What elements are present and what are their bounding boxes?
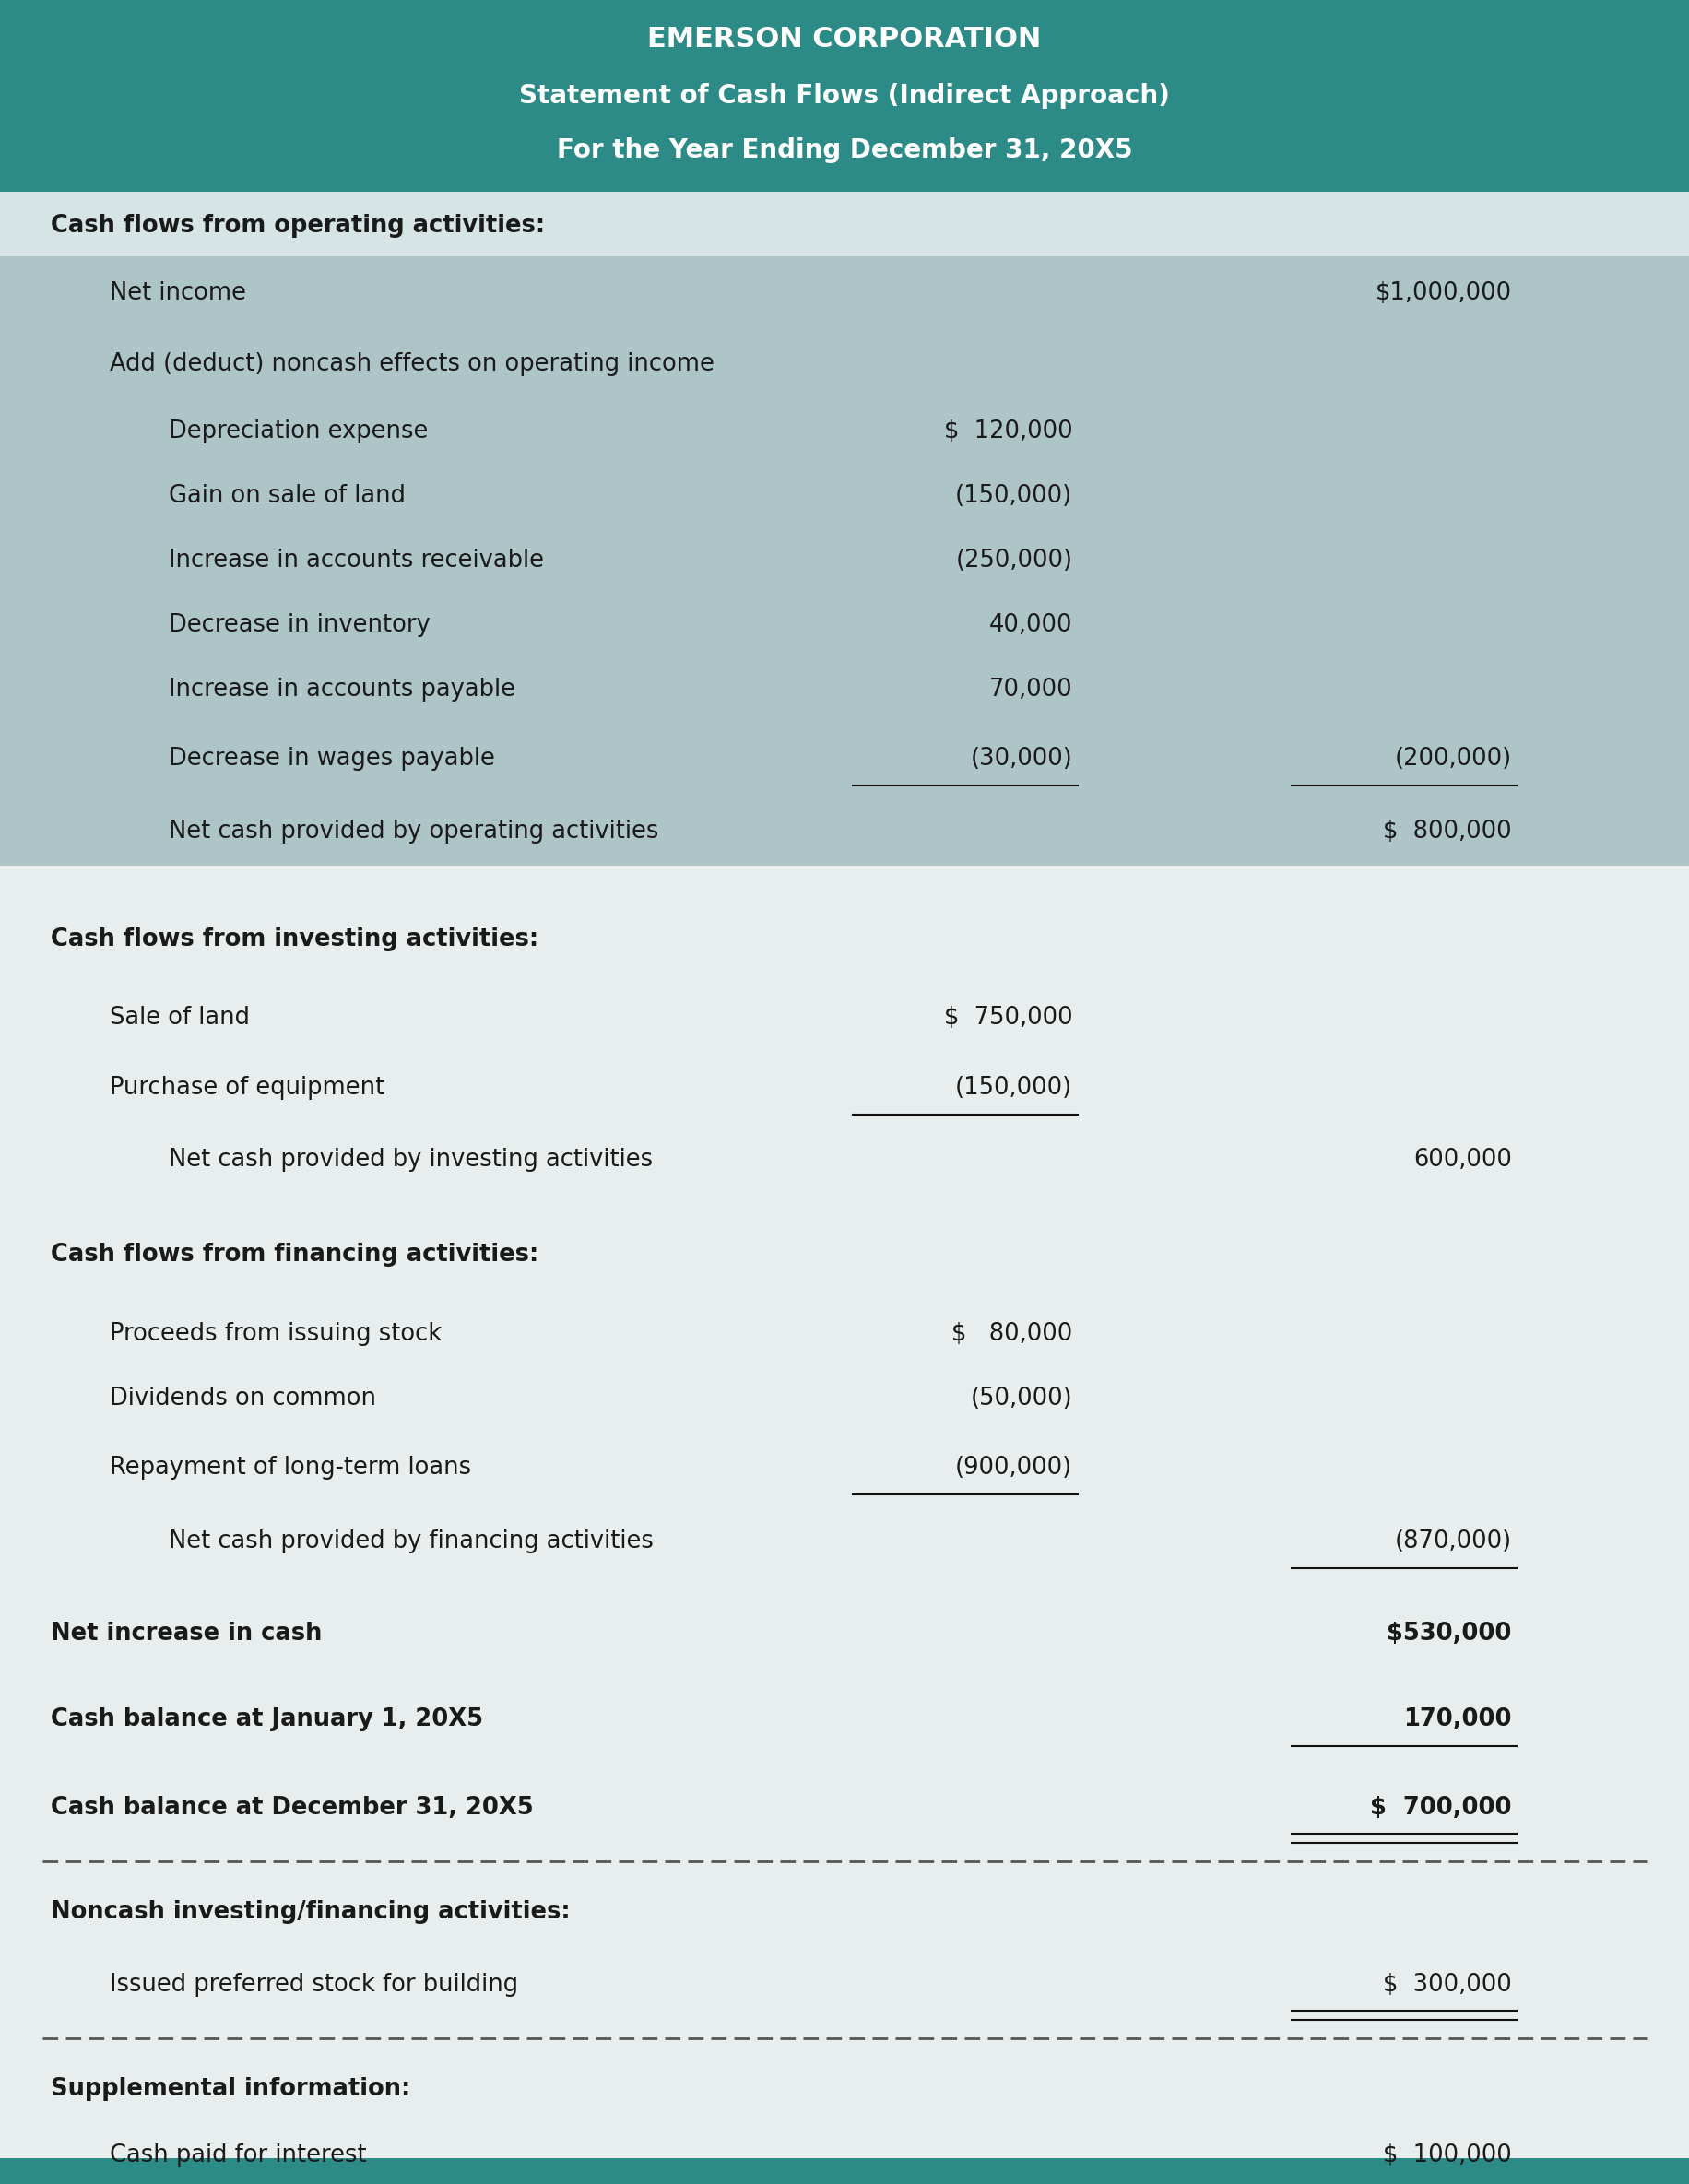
Text: EMERSON CORPORATION: EMERSON CORPORATION xyxy=(647,26,1042,52)
Text: Depreciation expense: Depreciation expense xyxy=(169,419,429,443)
FancyBboxPatch shape xyxy=(0,1428,1689,1503)
Text: (50,000): (50,000) xyxy=(971,1387,1073,1411)
Text: $  750,000: $ 750,000 xyxy=(944,1007,1073,1031)
FancyBboxPatch shape xyxy=(0,1669,1689,1679)
Text: Net cash provided by financing activities: Net cash provided by financing activitie… xyxy=(169,1529,654,1553)
FancyBboxPatch shape xyxy=(0,463,1689,526)
Text: Cash paid for interest: Cash paid for interest xyxy=(110,2143,367,2167)
FancyBboxPatch shape xyxy=(0,904,1689,972)
Text: Issued preferred stock for building: Issued preferred stock for building xyxy=(110,1972,519,1996)
FancyBboxPatch shape xyxy=(0,0,1689,192)
Text: $530,000: $530,000 xyxy=(1387,1621,1512,1645)
Text: 170,000: 170,000 xyxy=(1404,1708,1512,1732)
FancyBboxPatch shape xyxy=(0,328,1689,397)
Text: 70,000: 70,000 xyxy=(990,677,1073,701)
Text: Decrease in inventory: Decrease in inventory xyxy=(169,614,431,638)
Text: $   80,000: $ 80,000 xyxy=(951,1321,1073,1345)
Text: Statement of Cash Flows (Indirect Approach): Statement of Cash Flows (Indirect Approa… xyxy=(519,83,1170,109)
FancyBboxPatch shape xyxy=(0,795,1689,865)
FancyBboxPatch shape xyxy=(0,1221,1689,1286)
Text: (200,000): (200,000) xyxy=(1395,747,1512,771)
Text: (250,000): (250,000) xyxy=(956,548,1073,572)
Text: Cash balance at December 31, 20X5: Cash balance at December 31, 20X5 xyxy=(51,1795,534,1819)
Text: $  100,000: $ 100,000 xyxy=(1383,2143,1512,2167)
Text: Net cash provided by investing activities: Net cash provided by investing activitie… xyxy=(169,1149,654,1173)
FancyBboxPatch shape xyxy=(0,2022,1689,2055)
Text: Add (deduct) noncash effects on operating income: Add (deduct) noncash effects on operatin… xyxy=(110,352,714,376)
Text: Cash balance at January 1, 20X5: Cash balance at January 1, 20X5 xyxy=(51,1708,483,1732)
Text: For the Year Ending December 31, 20X5: For the Year Ending December 31, 20X5 xyxy=(557,138,1132,164)
FancyBboxPatch shape xyxy=(0,985,1689,1048)
FancyBboxPatch shape xyxy=(0,592,1689,655)
Text: Supplemental information:: Supplemental information: xyxy=(51,2077,410,2101)
FancyBboxPatch shape xyxy=(0,1754,1689,1767)
FancyBboxPatch shape xyxy=(0,1845,1689,1876)
FancyBboxPatch shape xyxy=(0,972,1689,985)
FancyBboxPatch shape xyxy=(0,526,1689,592)
FancyBboxPatch shape xyxy=(0,1286,1689,1299)
FancyBboxPatch shape xyxy=(0,1944,1689,2022)
Text: $  120,000: $ 120,000 xyxy=(944,419,1073,443)
FancyBboxPatch shape xyxy=(0,258,1689,328)
Text: $  700,000: $ 700,000 xyxy=(1370,1795,1512,1819)
FancyBboxPatch shape xyxy=(0,721,1689,795)
Text: Purchase of equipment: Purchase of equipment xyxy=(110,1077,385,1099)
FancyBboxPatch shape xyxy=(0,1876,1689,1944)
FancyBboxPatch shape xyxy=(0,1597,1689,1669)
FancyBboxPatch shape xyxy=(0,1299,1689,1365)
Text: Gain on sale of land: Gain on sale of land xyxy=(169,485,405,509)
FancyBboxPatch shape xyxy=(0,1365,1689,1428)
Text: Increase in accounts payable: Increase in accounts payable xyxy=(169,677,515,701)
FancyBboxPatch shape xyxy=(0,192,1689,258)
FancyBboxPatch shape xyxy=(0,1195,1689,1221)
Text: Net cash provided by operating activities: Net cash provided by operating activitie… xyxy=(169,819,659,843)
Text: (150,000): (150,000) xyxy=(956,485,1073,509)
FancyBboxPatch shape xyxy=(0,2055,1689,2123)
Text: (870,000): (870,000) xyxy=(1395,1529,1512,1553)
Text: Sale of land: Sale of land xyxy=(110,1007,250,1031)
FancyBboxPatch shape xyxy=(0,1048,1689,1123)
Text: Cash flows from operating activities:: Cash flows from operating activities: xyxy=(51,214,546,238)
Text: Net income: Net income xyxy=(110,282,247,306)
Text: Increase in accounts receivable: Increase in accounts receivable xyxy=(169,548,544,572)
Text: (30,000): (30,000) xyxy=(971,747,1073,771)
FancyBboxPatch shape xyxy=(0,2123,1689,2184)
Text: $  300,000: $ 300,000 xyxy=(1383,1972,1512,1996)
Text: Cash flows from financing activities:: Cash flows from financing activities: xyxy=(51,1243,539,1267)
FancyBboxPatch shape xyxy=(0,1503,1689,1577)
FancyBboxPatch shape xyxy=(0,2158,1689,2184)
Text: (150,000): (150,000) xyxy=(956,1077,1073,1099)
Text: Dividends on common: Dividends on common xyxy=(110,1387,377,1411)
Text: (900,000): (900,000) xyxy=(956,1457,1073,1481)
FancyBboxPatch shape xyxy=(0,1123,1689,1195)
Text: Noncash investing/financing activities:: Noncash investing/financing activities: xyxy=(51,1900,571,1924)
Text: Cash flows from investing activities:: Cash flows from investing activities: xyxy=(51,928,539,952)
FancyBboxPatch shape xyxy=(0,397,1689,463)
FancyBboxPatch shape xyxy=(0,1577,1689,1597)
Text: Decrease in wages payable: Decrease in wages payable xyxy=(169,747,495,771)
FancyBboxPatch shape xyxy=(0,655,1689,721)
Text: 40,000: 40,000 xyxy=(990,614,1073,638)
FancyBboxPatch shape xyxy=(0,1679,1689,1754)
Text: $  800,000: $ 800,000 xyxy=(1383,819,1512,843)
FancyBboxPatch shape xyxy=(0,865,1689,904)
Text: Net increase in cash: Net increase in cash xyxy=(51,1621,323,1645)
Text: $1,000,000: $1,000,000 xyxy=(1375,282,1512,306)
Text: 600,000: 600,000 xyxy=(1414,1149,1512,1173)
FancyBboxPatch shape xyxy=(0,1767,1689,1845)
Text: Repayment of long-term loans: Repayment of long-term loans xyxy=(110,1457,471,1481)
Text: Proceeds from issuing stock: Proceeds from issuing stock xyxy=(110,1321,443,1345)
